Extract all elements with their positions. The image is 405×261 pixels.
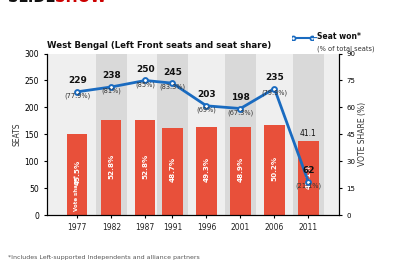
- Text: SLIDE: SLIDE: [8, 0, 61, 5]
- Bar: [96, 54, 127, 215]
- Text: (77.9%): (77.9%): [64, 85, 90, 99]
- Text: 250: 250: [136, 65, 154, 74]
- Text: 229: 229: [68, 76, 87, 85]
- Text: 62: 62: [301, 167, 314, 175]
- Text: SHOW: SHOW: [55, 0, 106, 5]
- Text: 50.2%: 50.2%: [271, 156, 277, 181]
- Bar: [196, 127, 216, 215]
- Text: 41.1: 41.1: [299, 129, 316, 138]
- Bar: [224, 54, 256, 215]
- Text: 52.8%: 52.8%: [142, 153, 148, 179]
- Text: 198: 198: [230, 93, 249, 102]
- Text: 203: 203: [197, 90, 215, 99]
- Bar: [162, 128, 182, 215]
- Bar: [67, 134, 87, 215]
- Bar: [292, 54, 323, 215]
- Text: (79.9%): (79.9%): [261, 82, 287, 96]
- Bar: [264, 125, 284, 215]
- Text: Vote share*: Vote share*: [74, 174, 79, 211]
- Text: (81%): (81%): [101, 80, 121, 94]
- Text: Seat won*: Seat won*: [316, 32, 360, 41]
- Text: *Includes Left-supported Independents and alliance partners: *Includes Left-supported Independents an…: [8, 255, 199, 260]
- Bar: [156, 54, 188, 215]
- Bar: [129, 54, 160, 215]
- Bar: [135, 120, 155, 215]
- Text: 52.8%: 52.8%: [108, 153, 114, 179]
- Text: From 85% seats in 1987 to 21% in 2011, the Left is fighting a sharp reversal: From 85% seats in 1987 to 21% in 2011, t…: [4, 13, 296, 22]
- Text: 49.3%: 49.3%: [203, 157, 209, 182]
- Text: (21.1%): (21.1%): [294, 175, 321, 189]
- Bar: [62, 54, 93, 215]
- Bar: [230, 127, 250, 215]
- Bar: [298, 141, 318, 215]
- Text: (% of total seats): (% of total seats): [316, 45, 373, 51]
- Bar: [190, 54, 222, 215]
- Text: —: —: [308, 33, 319, 42]
- Text: 245: 245: [163, 68, 181, 77]
- Y-axis label: SEATS: SEATS: [13, 123, 21, 146]
- Text: (85%): (85%): [135, 74, 155, 87]
- Text: 235: 235: [264, 73, 283, 82]
- Bar: [101, 120, 121, 215]
- Text: 48.7%: 48.7%: [169, 157, 175, 182]
- Bar: [258, 54, 289, 215]
- Text: West Bengal (Left Front seats and seat share): West Bengal (Left Front seats and seat s…: [47, 41, 270, 50]
- Text: 45.5%: 45.5%: [74, 160, 80, 185]
- Text: 48.9%: 48.9%: [237, 157, 243, 182]
- Text: (67.3%): (67.3%): [227, 102, 253, 116]
- Text: 41.1%: 41.1%: [305, 164, 311, 189]
- Y-axis label: VOTE SHARE (%): VOTE SHARE (%): [358, 102, 367, 167]
- Text: (69%): (69%): [196, 99, 216, 113]
- Text: (83.3%): (83.3%): [159, 77, 185, 90]
- Text: 238: 238: [102, 72, 120, 80]
